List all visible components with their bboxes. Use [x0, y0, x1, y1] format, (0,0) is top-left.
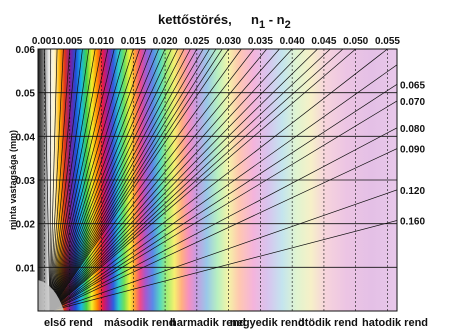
origin-shadow [38, 280, 64, 311]
plot-frame [37, 48, 398, 312]
right-label: 0.065 [400, 80, 425, 91]
x-tick-label: 0.050 [343, 36, 368, 47]
birefringence-line-29 [49, 49, 229, 311]
birefringence-line-40 [49, 49, 388, 311]
birefringence-line-37 [49, 49, 331, 311]
y-tick-label: 0.01 [16, 263, 36, 274]
order-label: hatodik rend [362, 317, 428, 329]
birefringence-line-10 [49, 49, 109, 311]
y-axis-label: minta vastagsága (mm) [8, 130, 18, 230]
birefringence-line-25 [49, 49, 204, 311]
x-tick-label: 0.005 [57, 36, 82, 47]
title-minus: - n [265, 12, 285, 27]
x-tick-label: 0.010 [89, 36, 114, 47]
birefringence-line-42 [49, 83, 397, 311]
birefringence-line-9 [49, 49, 102, 311]
birefringence-line-31 [49, 49, 255, 311]
birefringence-line-1 [49, 49, 52, 311]
birefringence-line-43 [49, 100, 397, 311]
birefringence-line-45 [49, 148, 397, 311]
x-tick-label: 0.040 [280, 36, 305, 47]
birefringence-line-27 [49, 49, 217, 311]
birefringence-line-20 [49, 49, 172, 311]
birefringence-line-14 [49, 49, 134, 311]
birefringence-line-32 [49, 49, 268, 311]
birefringence-line-22 [49, 49, 185, 311]
birefringence-line-3 [49, 49, 64, 311]
birefringence-line-17 [49, 49, 153, 311]
x-tick-label: 0.035 [248, 36, 273, 47]
birefringence-lines [44, 49, 397, 311]
right-label: 0.160 [400, 217, 425, 228]
birefringence-line-47 [49, 220, 397, 311]
birefringence-line-18 [49, 49, 160, 311]
y-tick-label: 0.02 [16, 220, 36, 231]
right-label: 0.080 [400, 124, 425, 135]
y-tick-label: 0.04 [16, 132, 36, 143]
title-text: kettőstörés, [158, 12, 232, 27]
right-birefringence-labels: 0.065 0.070 0.080 0.090 0.120 0.160 [400, 80, 425, 227]
birefringence-line-4 [49, 49, 71, 311]
birefringence-line-39 [49, 49, 356, 311]
birefringence-line-35 [49, 49, 306, 311]
birefringence-line-15 [49, 49, 140, 311]
birefringence-line-33 [49, 49, 280, 311]
order-label: második rend [104, 317, 176, 329]
order-label: első rend [44, 317, 93, 329]
right-label: 0.070 [400, 97, 425, 108]
birefringence-line-41 [49, 64, 397, 311]
right-label: 0.120 [400, 186, 425, 197]
birefringence-line-44 [49, 127, 397, 311]
order-label: negyedik rend [230, 317, 305, 329]
birefringence-line-26 [49, 49, 210, 311]
right-label: 0.090 [400, 145, 425, 156]
birefringence-line-2 [49, 49, 58, 311]
x-tick-label: 0.055 [375, 36, 400, 47]
title-n1: n1 - n2 [251, 12, 291, 31]
x-tick-labels: 0.001 0.005 0.010 0.015 0.020 0.025 0.030 0.035… [32, 36, 401, 47]
birefringence-line-16 [49, 49, 147, 311]
birefringence-line-0 [44, 49, 51, 311]
birefringence-line-8 [49, 49, 96, 311]
title-sub1: 1 [259, 19, 265, 31]
title-sub2: 2 [285, 19, 291, 31]
birefringence-line-28 [49, 49, 223, 311]
birefringence-line-34 [49, 49, 293, 311]
birefringence-line-30 [49, 49, 242, 311]
birefringence-line-38 [49, 49, 344, 311]
title-formula: n [251, 12, 259, 27]
birefringence-line-6 [49, 49, 83, 311]
birefringence-line-11 [49, 49, 115, 311]
x-tick-label: 0.030 [216, 36, 241, 47]
y-tick-label: 0.06 [16, 45, 36, 56]
birefringence-line-36 [49, 49, 318, 311]
birefringence-line-12 [49, 49, 121, 311]
chart-title: kettőstörés, n1 - n2 [158, 12, 291, 31]
birefringence-line-23 [49, 49, 191, 311]
order-label: harmadik rend [170, 317, 246, 329]
birefringence-line-24 [49, 49, 198, 311]
birefringence-line-46 [49, 189, 397, 311]
birefringence-line-19 [49, 49, 166, 311]
x-tick-label: 0.001 [32, 36, 57, 47]
y-tick-label: 0.05 [16, 89, 36, 100]
y-tick-label: 0.03 [16, 176, 36, 187]
y-tick-labels: 0.01 0.02 0.03 0.04 0.05 0.06 [16, 45, 36, 274]
birefringence-line-21 [49, 49, 179, 311]
birefringence-line-5 [49, 49, 77, 311]
birefringence-line-13 [49, 49, 128, 311]
x-tick-label: 0.045 [311, 36, 336, 47]
order-label: ötödik rend [298, 317, 358, 329]
birefringence-line-7 [49, 49, 90, 311]
x-tick-label: 0.025 [184, 36, 209, 47]
x-tick-label: 0.015 [121, 36, 146, 47]
x-tick-label: 0.020 [153, 36, 178, 47]
